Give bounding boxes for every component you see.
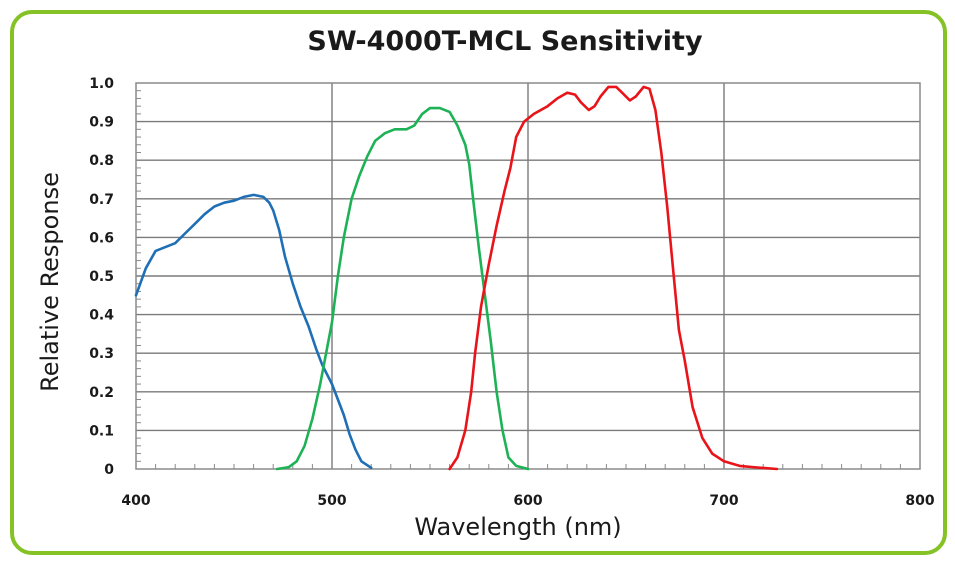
series-line-green: [275, 106, 530, 471]
y-tick-label: 0: [104, 462, 114, 478]
y-tick-label: 0.9: [89, 115, 114, 131]
minor-ticks: [136, 90, 901, 469]
x-tick-label: 400: [121, 493, 150, 509]
x-tick-label: 500: [317, 493, 346, 509]
y-tick-labels: 0 0.1 0.2 0.3 0.4 0.5 0.6 0.7 0.8 0.9 1.0: [89, 76, 114, 478]
series-group: [134, 85, 779, 471]
chart-frame: [10, 10, 947, 555]
y-axis-label: Relative Response: [36, 172, 64, 392]
x-tick-labels: 400 500 600 700 800: [121, 493, 934, 509]
y-tick-label: 1.0: [89, 76, 114, 92]
series-line-blue: [134, 193, 373, 470]
y-tick-label: 0.1: [89, 423, 114, 439]
y-tick-label: 0.8: [89, 153, 114, 169]
y-tick-label: 0.4: [89, 308, 114, 324]
series-line-red: [448, 85, 779, 471]
grid: [136, 83, 920, 469]
y-tick-label: 0.2: [89, 385, 114, 401]
x-tick-label: 600: [513, 493, 542, 509]
y-tick-label: 0.5: [89, 269, 114, 285]
x-axis-label: Wavelength (nm): [414, 513, 621, 541]
chart-title: SW-4000T-MCL Sensitivity: [307, 26, 703, 57]
y-tick-label: 0.7: [89, 192, 114, 208]
y-tick-label: 0.6: [89, 230, 114, 246]
x-tick-label: 700: [709, 493, 738, 509]
y-tick-label: 0.3: [89, 346, 114, 362]
x-tick-label: 800: [905, 493, 934, 509]
